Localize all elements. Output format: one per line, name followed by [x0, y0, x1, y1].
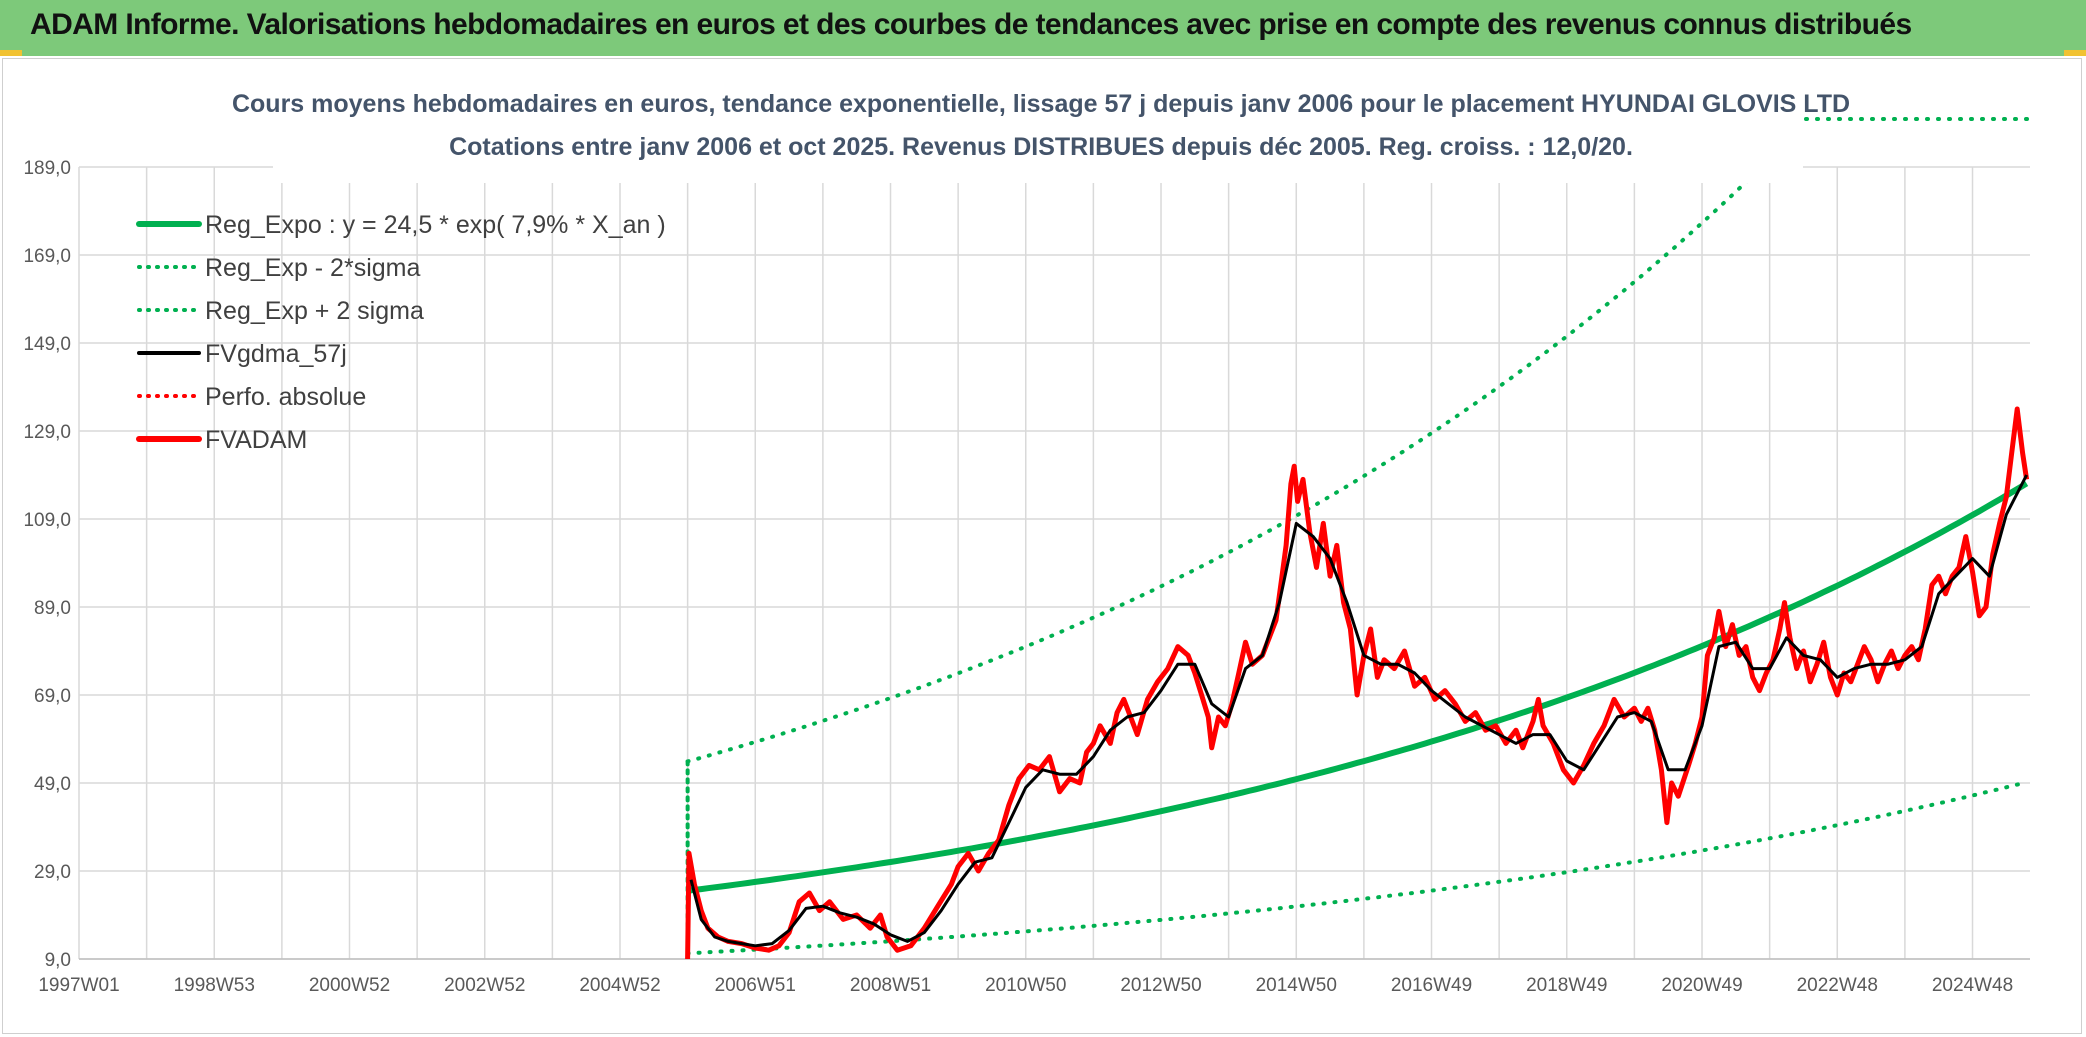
x-tick-label: 1998W53: [174, 975, 255, 996]
x-tick-label: 2008W51: [850, 975, 931, 996]
series-fvadam: [685, 406, 2030, 960]
x-tick-label: 2024W48: [1932, 975, 2013, 996]
legend-label: Reg_Expo : y = 24,5 * exp( 7,9% * X_an ): [205, 211, 666, 239]
legend-label: FVgdma_57j: [205, 340, 347, 368]
header-banner: ADAM Informe. Valorisations hebdomadaire…: [0, 0, 2086, 56]
y-tick-label: 9,0: [45, 950, 71, 971]
legend-label: Reg_Exp + 2 sigma: [205, 297, 424, 325]
y-tick-label: 129,0: [23, 422, 71, 443]
series-reg-exp-minus-2sigma: [685, 780, 2029, 956]
x-tick-label: 2000W52: [309, 975, 390, 996]
x-tick-label: 2004W52: [579, 975, 660, 996]
y-tick-label: 29,0: [34, 862, 71, 883]
x-tick-label: 2022W48: [1797, 975, 1878, 996]
x-axis-ticks: 1997W01 1998W53 2000W52 2002W52 2004W52 2006W…: [38, 975, 2013, 996]
legend-label: Perfo. absolue: [205, 383, 366, 411]
chart-title-line-2: Cotations entre janv 2006 et oct 2025. R…: [449, 133, 1633, 161]
chart-area: 9,0 29,0 49,0 69,0 89,0 109,0 129,0 149,0 169,0 1…: [2, 58, 2082, 1034]
x-tick-label: 2020W49: [1661, 975, 1742, 996]
x-tick-label: 2010W50: [985, 975, 1066, 996]
x-tick-label: 2006W51: [715, 975, 796, 996]
banner-accent-left: [0, 50, 22, 56]
x-tick-label: 2012W50: [1120, 975, 1201, 996]
title-background: [273, 67, 1803, 183]
chart-legend: Reg_Expo : y = 24,5 * exp( 7,9% * X_an )…: [136, 211, 666, 454]
legend-label: FVADAM: [205, 426, 307, 454]
x-tick-label: 2016W49: [1391, 975, 1472, 996]
y-tick-label: 189,0: [23, 158, 71, 179]
legend-label: Reg_Exp - 2*sigma: [205, 254, 420, 282]
series-reg-exp-plus-2sigma: [685, 165, 1764, 764]
x-tick-label: 2018W49: [1526, 975, 1607, 996]
y-tick-label: 109,0: [23, 510, 71, 531]
series-fvgdma-57j: [689, 474, 2028, 948]
chart-series: [685, 117, 2032, 960]
y-tick-label: 89,0: [34, 598, 71, 619]
x-tick-label: 2002W52: [444, 975, 525, 996]
y-tick-label: 149,0: [23, 334, 71, 355]
banner-accent-right: [2064, 50, 2086, 56]
y-tick-label: 49,0: [34, 774, 71, 795]
report-title: ADAM Informe. Valorisations hebdomadaire…: [30, 8, 1912, 41]
x-tick-label: 2014W50: [1256, 975, 1337, 996]
y-tick-label: 69,0: [34, 686, 71, 707]
x-tick-label: 1997W01: [38, 975, 119, 996]
y-axis-ticks: 9,0 29,0 49,0 69,0 89,0 109,0 129,0 149,0 169,0 1…: [23, 158, 71, 971]
line-chart: 9,0 29,0 49,0 69,0 89,0 109,0 129,0 149,0 169,0 1…: [23, 67, 2032, 996]
chart-grid: [78, 166, 2030, 960]
y-tick-label: 169,0: [23, 246, 71, 267]
chart-title-line-1: Cours moyens hebdomadaires en euros, ten…: [232, 90, 1850, 118]
series-reg-expo: [687, 480, 2029, 894]
